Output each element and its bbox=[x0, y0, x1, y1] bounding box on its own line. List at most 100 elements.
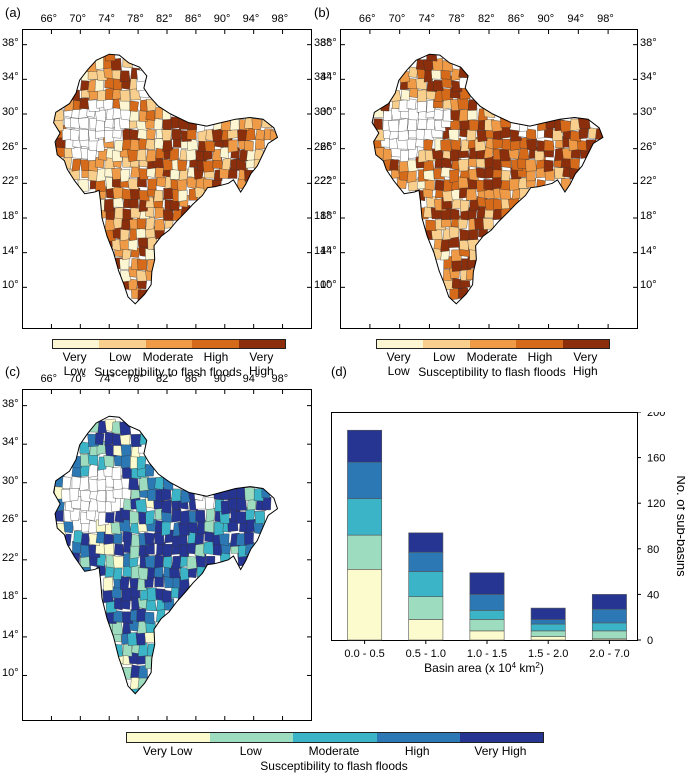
region-outline bbox=[371, 53, 604, 305]
lat-tick-label: 34° bbox=[314, 71, 331, 84]
bar-segment bbox=[530, 636, 566, 641]
sub-basin bbox=[433, 108, 444, 121]
lon-tick-label: 74° bbox=[418, 13, 436, 25]
sub-basin bbox=[416, 100, 427, 113]
sub-basin bbox=[499, 148, 510, 162]
sub-basin bbox=[236, 159, 247, 171]
x-axis-label: Basin area (x 104 km2) bbox=[424, 661, 544, 675]
sub-basin bbox=[137, 567, 149, 580]
bar-segment bbox=[530, 630, 566, 637]
sub-basin bbox=[468, 168, 479, 181]
sub-basin bbox=[251, 118, 263, 130]
sub-basin bbox=[372, 118, 383, 130]
lon-tick-label: 78° bbox=[127, 13, 144, 25]
lat-tick-label: 18° bbox=[2, 590, 19, 603]
lat-tick-label: 14° bbox=[2, 244, 19, 257]
sub-basin bbox=[129, 510, 140, 525]
sub-basin bbox=[96, 168, 106, 182]
colorbar-swatch bbox=[53, 340, 100, 348]
colorbar-swatch bbox=[469, 340, 517, 348]
sub-basin bbox=[244, 487, 255, 501]
sub-basin bbox=[227, 139, 239, 153]
sub-basin bbox=[138, 168, 150, 180]
sub-basin bbox=[64, 99, 74, 112]
sub-basin bbox=[111, 466, 122, 481]
colorbar-label: High bbox=[527, 350, 553, 364]
lat-tick-label: 22° bbox=[320, 175, 337, 188]
sub-basin bbox=[103, 577, 114, 592]
sub-basin bbox=[482, 217, 494, 230]
sub-basin bbox=[114, 543, 125, 557]
sub-basin bbox=[80, 489, 92, 503]
colorbar-b-title: Susceptibility to flash floods bbox=[418, 365, 566, 379]
sub-basin bbox=[136, 455, 147, 470]
sub-basin bbox=[70, 117, 80, 129]
panel-label-d: (d) bbox=[331, 364, 347, 379]
sub-basin bbox=[95, 119, 105, 132]
map-panel-a bbox=[22, 29, 312, 329]
sub-basin bbox=[389, 159, 399, 171]
y-tick-label: 200 bbox=[647, 412, 665, 419]
colorbar-label: Very High bbox=[474, 744, 527, 758]
panel-label-c: (c) bbox=[5, 364, 21, 379]
sub-basin bbox=[204, 140, 215, 152]
sub-basin bbox=[153, 190, 164, 202]
bar-segment bbox=[530, 607, 566, 620]
colorbar-swatch bbox=[376, 733, 460, 742]
lon-tick-label: 98° bbox=[597, 13, 614, 25]
colorbar-a-labels: Very Low Low Moderate High Very High bbox=[52, 350, 284, 378]
sub-basin bbox=[569, 158, 581, 170]
sub-basin bbox=[145, 138, 155, 151]
sub-basin bbox=[127, 178, 139, 190]
sub-basin bbox=[146, 98, 157, 112]
sub-basin bbox=[104, 431, 114, 446]
bar-segment bbox=[591, 608, 627, 624]
sub-basin bbox=[407, 119, 417, 131]
sub-basin bbox=[94, 109, 106, 122]
sub-basin bbox=[459, 199, 470, 213]
sub-basin bbox=[119, 421, 132, 436]
sub-basin bbox=[417, 89, 427, 103]
y-tick-label: 80 bbox=[647, 544, 659, 556]
colorbar-label: Moderate bbox=[308, 744, 360, 758]
lat-tick-label: 10° bbox=[314, 279, 331, 292]
sub-basin bbox=[449, 208, 460, 220]
sub-basin bbox=[144, 532, 155, 545]
sub-basin bbox=[425, 219, 437, 231]
sub-basin bbox=[95, 530, 106, 544]
sub-basin bbox=[112, 433, 122, 446]
sub-basin bbox=[130, 533, 141, 547]
sub-basin bbox=[136, 149, 147, 161]
sub-basin bbox=[406, 170, 417, 183]
colorbar-swatch bbox=[127, 733, 211, 742]
sub-basin bbox=[77, 179, 90, 193]
sub-basin bbox=[466, 188, 478, 201]
sub-basin bbox=[180, 510, 191, 525]
sub-basin bbox=[194, 543, 205, 558]
sub-basin bbox=[78, 117, 89, 130]
map-panel-b bbox=[340, 29, 638, 329]
colorbar-swatch bbox=[377, 340, 424, 348]
sub-basin bbox=[161, 520, 171, 536]
colorbar-swatch bbox=[293, 733, 377, 742]
bar-segment bbox=[408, 571, 444, 597]
sub-basin bbox=[61, 488, 72, 503]
lon-tick-label: 94° bbox=[567, 13, 584, 25]
lon-tick-label: 98° bbox=[271, 13, 289, 25]
sub-basin bbox=[525, 169, 536, 182]
sub-basin bbox=[112, 555, 125, 569]
sub-basin bbox=[136, 608, 146, 622]
sub-basin bbox=[484, 198, 496, 211]
sub-basin bbox=[213, 521, 224, 536]
colorbar-label: Low bbox=[239, 744, 262, 758]
sub-basin bbox=[554, 147, 565, 161]
y-axis-label: No. of sub-basins bbox=[674, 475, 685, 577]
sub-basin bbox=[501, 169, 511, 182]
sub-basin bbox=[468, 228, 479, 241]
lat-tick-label: 18° bbox=[2, 210, 19, 222]
sub-basin bbox=[483, 179, 494, 191]
sub-basin bbox=[71, 476, 82, 489]
sub-basin bbox=[560, 119, 572, 133]
colorbar-swatch bbox=[192, 340, 239, 348]
lat-tick-label: 38° bbox=[640, 36, 657, 49]
